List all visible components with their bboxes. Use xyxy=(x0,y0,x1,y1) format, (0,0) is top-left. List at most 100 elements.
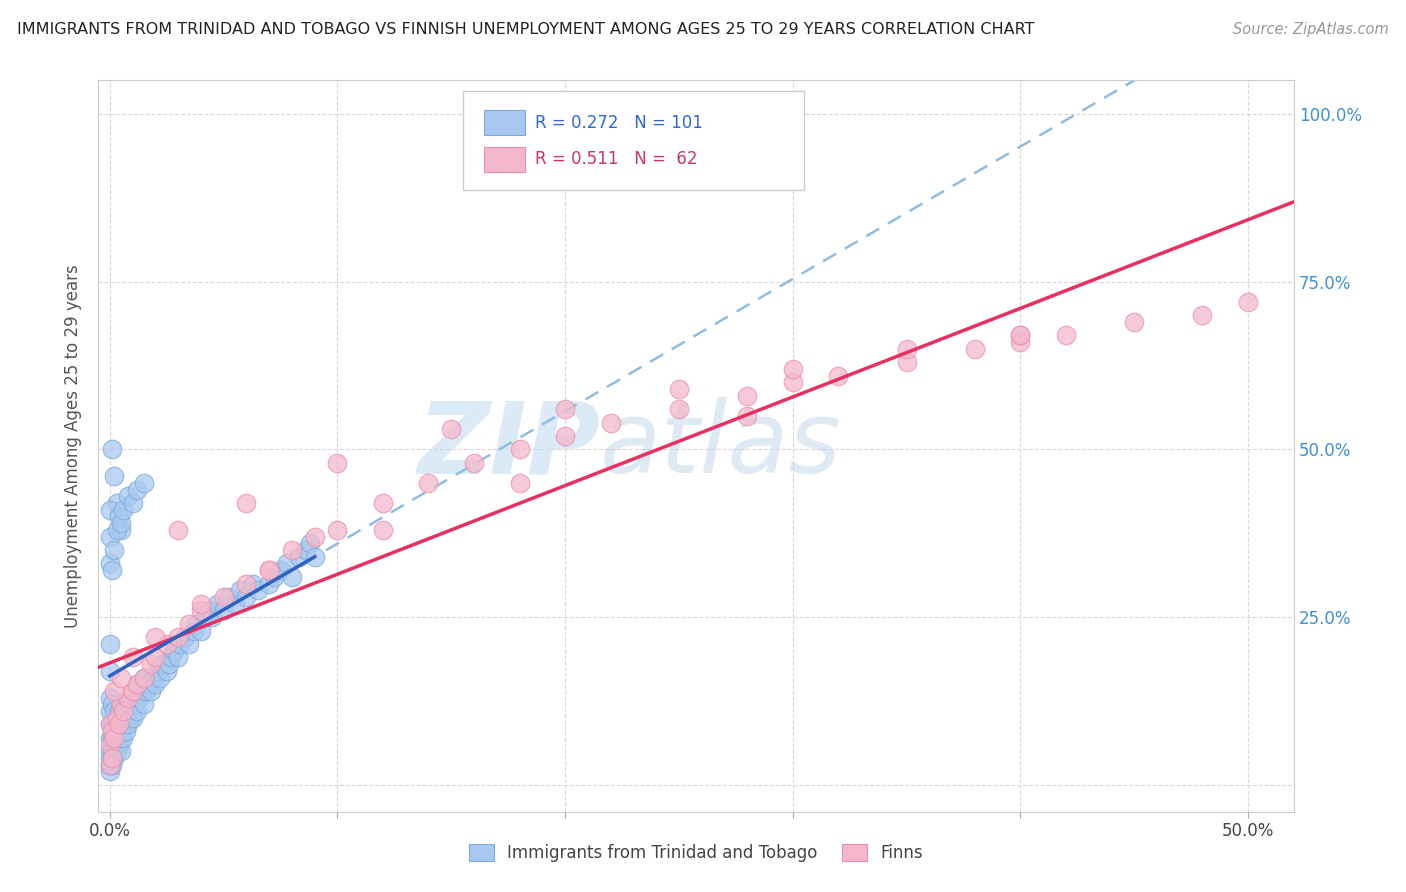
FancyBboxPatch shape xyxy=(485,111,524,136)
Point xyxy=(101,731,124,745)
Point xyxy=(194,610,217,624)
Point xyxy=(112,704,135,718)
Point xyxy=(110,523,132,537)
Point xyxy=(98,664,121,678)
Point xyxy=(108,704,131,718)
Point xyxy=(110,731,132,745)
Point xyxy=(98,502,121,516)
Point xyxy=(101,698,124,712)
Point xyxy=(201,610,224,624)
Point xyxy=(299,536,322,550)
Point xyxy=(146,664,169,678)
Point xyxy=(198,603,221,617)
Point xyxy=(371,523,394,537)
Point xyxy=(105,711,128,725)
Point xyxy=(110,671,132,685)
Point xyxy=(326,456,349,470)
Point xyxy=(217,590,239,604)
Point xyxy=(167,650,190,665)
Point xyxy=(98,530,121,544)
Point xyxy=(108,738,131,752)
Point xyxy=(242,576,264,591)
Point xyxy=(124,698,146,712)
Point xyxy=(142,671,165,685)
Point xyxy=(103,738,125,752)
Point xyxy=(117,690,139,705)
Point xyxy=(896,342,918,356)
Point xyxy=(121,711,143,725)
Point xyxy=(554,402,576,417)
Point xyxy=(132,671,155,685)
Point xyxy=(120,690,142,705)
Point xyxy=(98,717,121,731)
Point xyxy=(98,738,121,752)
Point xyxy=(108,724,131,739)
Point xyxy=(735,389,758,403)
Point xyxy=(263,570,285,584)
Point xyxy=(101,717,124,731)
Point xyxy=(509,475,531,490)
Point xyxy=(257,563,280,577)
Point xyxy=(117,717,139,731)
Point xyxy=(98,751,121,765)
Point xyxy=(121,684,143,698)
Point xyxy=(105,711,128,725)
Point xyxy=(110,744,132,758)
FancyBboxPatch shape xyxy=(463,91,804,190)
Point xyxy=(98,764,121,779)
Point xyxy=(150,657,173,671)
Point xyxy=(112,502,135,516)
Point xyxy=(98,717,121,731)
Point xyxy=(117,698,139,712)
Point xyxy=(105,523,128,537)
Point xyxy=(179,616,201,631)
Text: R = 0.511   N =  62: R = 0.511 N = 62 xyxy=(534,150,697,169)
Point xyxy=(326,523,349,537)
Point xyxy=(110,698,132,712)
Point xyxy=(157,657,180,671)
Point xyxy=(114,724,136,739)
Point xyxy=(98,744,121,758)
Point xyxy=(108,717,131,731)
Point xyxy=(98,731,121,745)
Point xyxy=(139,684,162,698)
Point xyxy=(281,570,304,584)
Point xyxy=(257,563,280,577)
Point xyxy=(128,690,150,705)
Point xyxy=(156,664,179,678)
Point xyxy=(896,355,918,369)
Point xyxy=(235,576,257,591)
Point xyxy=(103,469,125,483)
Point xyxy=(105,496,128,510)
Point xyxy=(108,509,131,524)
Point xyxy=(174,630,197,644)
Point xyxy=(127,483,149,497)
Point xyxy=(127,677,149,691)
Point xyxy=(103,543,125,558)
Point xyxy=(127,677,149,691)
Point xyxy=(98,757,121,772)
Point xyxy=(1010,328,1032,343)
Text: R = 0.272   N = 101: R = 0.272 N = 101 xyxy=(534,113,703,132)
Point xyxy=(160,650,183,665)
Point xyxy=(257,576,280,591)
Point xyxy=(212,603,235,617)
Point xyxy=(599,416,621,430)
Point xyxy=(782,376,804,390)
Point xyxy=(440,422,463,436)
Point xyxy=(105,744,128,758)
Point xyxy=(149,671,172,685)
Point xyxy=(98,557,121,571)
Point xyxy=(143,650,166,665)
Point xyxy=(782,361,804,376)
Point xyxy=(371,496,394,510)
Point xyxy=(190,624,212,638)
Point xyxy=(827,368,849,383)
Point xyxy=(98,690,121,705)
Point xyxy=(235,496,257,510)
Point xyxy=(179,637,201,651)
Point xyxy=(103,724,125,739)
Point xyxy=(190,597,212,611)
Point xyxy=(121,496,143,510)
Point xyxy=(1191,308,1213,322)
